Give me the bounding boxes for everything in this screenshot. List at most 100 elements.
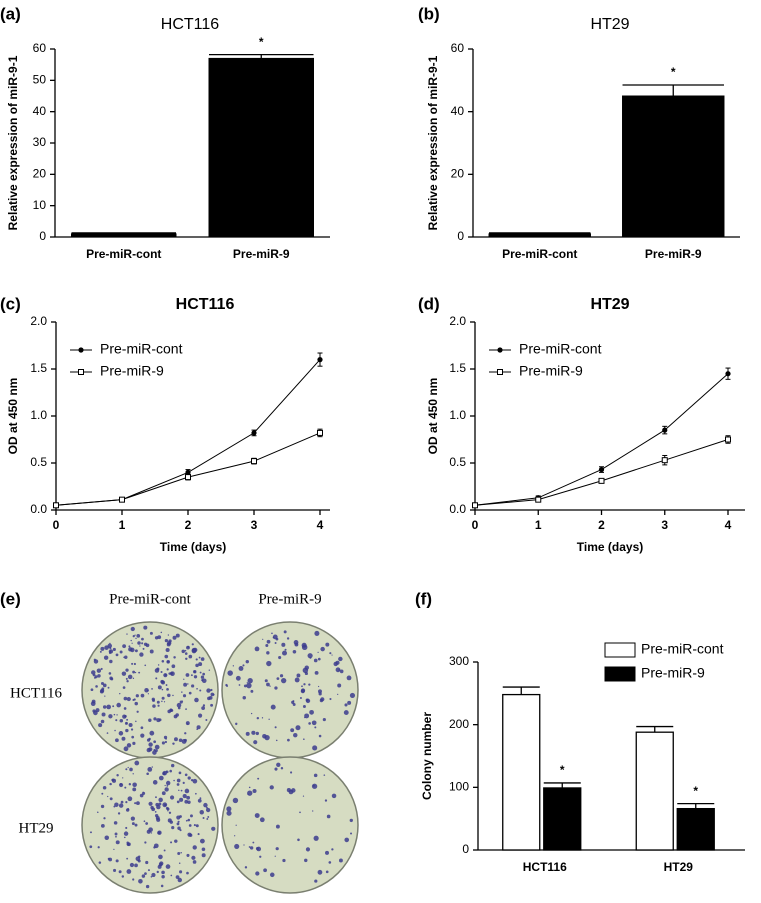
colony bbox=[126, 857, 129, 860]
colony bbox=[319, 698, 324, 703]
colony bbox=[104, 835, 110, 841]
colony bbox=[264, 734, 270, 741]
colony bbox=[255, 847, 260, 851]
colony bbox=[157, 664, 160, 666]
colony bbox=[323, 774, 326, 776]
colony bbox=[331, 654, 333, 656]
colony bbox=[251, 730, 256, 735]
colony bbox=[201, 706, 205, 710]
colony bbox=[193, 824, 196, 827]
colony bbox=[294, 642, 299, 647]
colony bbox=[108, 672, 112, 675]
colony bbox=[192, 845, 197, 850]
y-axis-label: Relative expression of miR-9-1 bbox=[6, 55, 20, 230]
colony bbox=[103, 817, 106, 820]
colony bbox=[161, 791, 166, 796]
colony bbox=[314, 726, 317, 729]
y-tick-label: 60 bbox=[33, 41, 47, 55]
y-tick-label: 20 bbox=[451, 167, 465, 181]
colony bbox=[179, 829, 182, 832]
legend-swatch bbox=[604, 666, 636, 682]
x-tick-label: 2 bbox=[598, 518, 605, 532]
colony bbox=[344, 837, 350, 843]
colony bbox=[114, 832, 118, 836]
colony bbox=[179, 870, 183, 874]
colony bbox=[198, 656, 201, 659]
colony bbox=[246, 682, 248, 684]
colony bbox=[124, 714, 127, 718]
colony bbox=[313, 773, 318, 778]
colony bbox=[124, 655, 128, 660]
colony bbox=[187, 776, 191, 780]
colony bbox=[199, 671, 202, 674]
colony bbox=[154, 813, 159, 818]
colony bbox=[109, 659, 113, 664]
colony bbox=[169, 769, 172, 773]
y-axis-label: OD at 450 nm bbox=[426, 378, 440, 455]
colony bbox=[115, 859, 119, 863]
colony bbox=[324, 799, 328, 802]
colony bbox=[174, 839, 178, 843]
colony bbox=[166, 668, 169, 671]
colony bbox=[286, 788, 291, 793]
marker bbox=[725, 436, 731, 443]
colony bbox=[309, 709, 314, 715]
colony bbox=[109, 650, 112, 652]
colony bbox=[296, 673, 301, 678]
bar bbox=[543, 787, 582, 851]
colony bbox=[131, 822, 135, 826]
colony bbox=[286, 637, 290, 640]
bar bbox=[502, 693, 541, 851]
colony bbox=[151, 807, 156, 812]
colony bbox=[101, 712, 106, 717]
colony bbox=[157, 830, 162, 835]
colony bbox=[102, 705, 107, 709]
colony bbox=[111, 778, 117, 783]
colony bbox=[173, 656, 176, 659]
chart-title: HT29 bbox=[590, 296, 629, 313]
colony bbox=[114, 729, 116, 732]
colony bbox=[337, 693, 339, 695]
marker bbox=[78, 369, 84, 375]
colony bbox=[181, 649, 185, 654]
y-tick-label: 1.0 bbox=[449, 408, 466, 422]
colony bbox=[187, 645, 190, 648]
colony bbox=[198, 713, 203, 718]
colony bbox=[152, 780, 158, 785]
colony bbox=[276, 677, 280, 681]
colony bbox=[130, 639, 132, 642]
colony bbox=[210, 688, 213, 692]
colony bbox=[200, 675, 205, 679]
colony bbox=[246, 682, 252, 689]
colony bbox=[318, 689, 322, 694]
colony bbox=[184, 652, 188, 655]
colony bbox=[157, 864, 162, 869]
colony bbox=[181, 700, 184, 702]
colony bbox=[126, 743, 132, 748]
colony bbox=[153, 740, 157, 744]
colony bbox=[226, 810, 232, 816]
colony bbox=[145, 860, 149, 865]
plate bbox=[221, 756, 359, 894]
colony bbox=[100, 646, 105, 651]
x-tick-label: 1 bbox=[535, 518, 542, 532]
colony bbox=[255, 871, 260, 876]
colony bbox=[184, 773, 188, 777]
colony bbox=[274, 686, 278, 690]
colony bbox=[242, 664, 245, 667]
colony bbox=[118, 803, 124, 808]
colony bbox=[141, 637, 144, 641]
colony bbox=[199, 838, 205, 844]
colony bbox=[100, 719, 105, 724]
colony bbox=[161, 741, 165, 745]
colony bbox=[170, 841, 173, 844]
colony bbox=[127, 766, 129, 769]
colony bbox=[347, 700, 352, 705]
x-tick-label: 2 bbox=[185, 518, 192, 532]
x-tick-label: 4 bbox=[725, 518, 732, 532]
colony bbox=[196, 687, 198, 690]
colony bbox=[162, 770, 167, 776]
colony bbox=[188, 824, 192, 827]
legend-label: Pre-miR-cont bbox=[100, 341, 183, 357]
colony bbox=[266, 639, 271, 644]
